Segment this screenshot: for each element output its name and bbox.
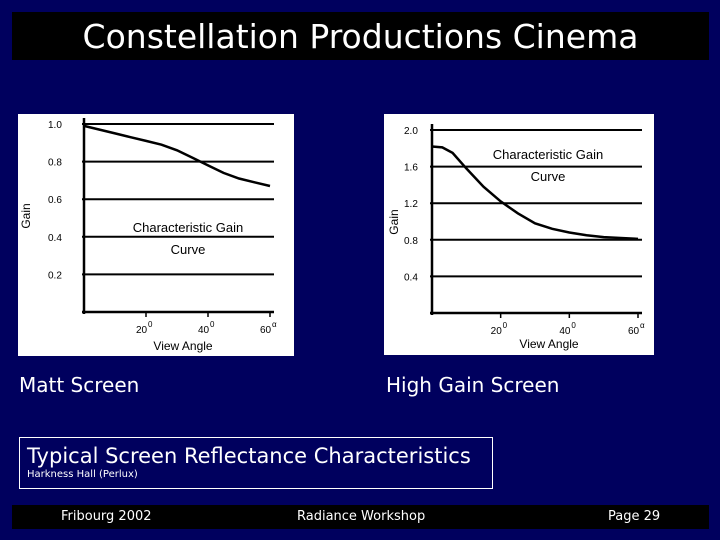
reflectance-note-source: Harkness Hall (Perlux) <box>27 469 138 480</box>
high-gain-screen-chart: 2.0 1.6 1.2 0.8 0.4 20 0 40 0 60 α Characteristic G… <box>384 114 654 355</box>
chart1-x-axis-label: View Angle <box>519 337 578 351</box>
chart1-x-tick-label-2: 60 <box>628 326 640 337</box>
chart0-x-tick-sup-1: 0 <box>210 320 215 329</box>
footer-left: Fribourg 2002 <box>61 509 152 524</box>
chart1-y-axis-label: Gain <box>387 209 401 234</box>
chart1-annotation-line-2: Curve <box>531 169 566 184</box>
title-bar: Constellation Productions Cinema <box>12 12 709 60</box>
chart0-annotation-line-1: Characteristic Gain <box>133 220 244 235</box>
chart0-x-tick-label-0: 20 <box>136 325 148 336</box>
chart0-y-tick-label-4: 0.2 <box>48 270 62 281</box>
chart1-y-tick-label-0: 2.0 <box>404 126 418 137</box>
chart0-x-tick-sup-2: α <box>272 320 277 329</box>
chart1-x-tick-sup-2: α <box>640 321 645 330</box>
footer-center: Radiance Workshop <box>297 509 426 524</box>
chart1-annotation-line-1: Characteristic Gain <box>493 147 604 162</box>
slide-title: Constellation Productions Cinema <box>82 16 639 56</box>
chart0-annotation-line-2: Curve <box>171 242 206 257</box>
chart1-y-tick-label-3: 0.8 <box>404 236 418 247</box>
chart0-x-tick-sup-0: 0 <box>148 320 153 329</box>
footer-bar: Fribourg 2002 Radiance Workshop Page 29 <box>12 505 709 529</box>
reflectance-note-title: Typical Screen Reflectance Characteristi… <box>27 444 471 468</box>
chart0-y-tick-label-0: 1.0 <box>48 120 62 131</box>
matt-screen-chart: 1.0 0.8 0.6 0.4 0.2 20 0 40 0 60 α Characteristic G… <box>18 114 294 356</box>
chart0-series-line-0 <box>83 124 271 188</box>
chart1-y-tick-label-4: 0.4 <box>404 272 418 283</box>
chart1-y-tick-label-1: 1.6 <box>404 163 418 174</box>
matt-screen-caption: Matt Screen <box>19 373 140 397</box>
chart0-y-tick-label-3: 0.4 <box>48 233 62 244</box>
chart0-x-tick-label-1: 40 <box>198 325 210 336</box>
chart0-y-tick-label-1: 0.8 <box>48 158 62 169</box>
chart1-x-tick-sup-0: 0 <box>503 321 508 330</box>
chart0-x-tick-label-2: 60 <box>260 325 272 336</box>
footer-right: Page 29 <box>608 509 661 524</box>
chart0-y-axis-label: Gain <box>19 203 33 228</box>
chart0-x-axis-label: View Angle <box>153 339 212 353</box>
high-gain-screen-caption: High Gain Screen <box>386 373 560 397</box>
chart1-x-tick-label-1: 40 <box>559 326 571 337</box>
chart0-y-tick-label-2: 0.6 <box>48 195 62 206</box>
chart1-y-tick-label-2: 1.2 <box>404 199 418 210</box>
chart1-series-line-0 <box>431 145 639 241</box>
chart1-x-tick-sup-1: 0 <box>571 321 576 330</box>
reflectance-note-box: Typical Screen Reflectance Characteristi… <box>19 437 493 489</box>
chart1-x-tick-label-0: 20 <box>491 326 503 337</box>
